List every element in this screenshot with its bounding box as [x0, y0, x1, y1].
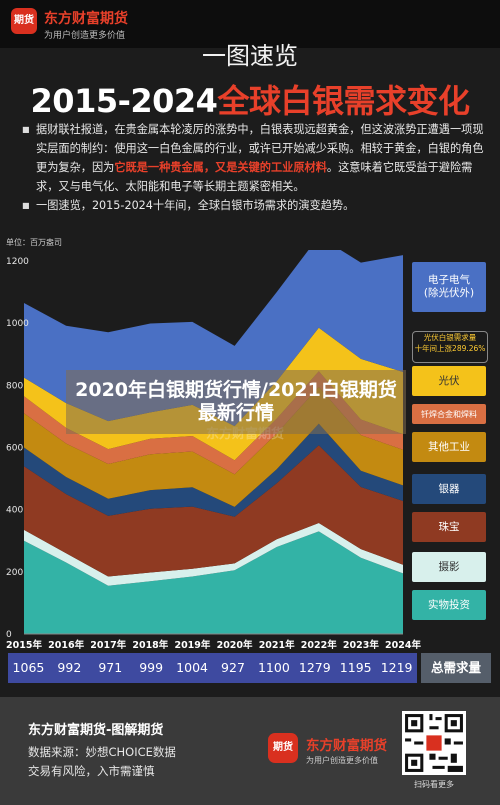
footer-logo: 期货 [268, 733, 298, 763]
brand-slogan: 为用户创造更多价值 [44, 31, 126, 41]
area-series-3 [24, 423, 403, 517]
subtitle-years: 2015-2024 [30, 82, 218, 120]
totals-row: 1065 992 971 999 1004 927 1100 1279 1195 1219 [8, 653, 417, 683]
callout-line2: 十年间上涨289.26% [414, 344, 486, 353]
brand-logo: 期货 [11, 8, 37, 34]
footer-slogan: 为用户创造更多价值 [306, 756, 378, 765]
y-tick-label: 0 [6, 630, 12, 640]
area-series-2 [24, 445, 403, 577]
total-value: 999 [139, 660, 164, 675]
legend-item: 珠宝 [412, 512, 486, 542]
y-tick-label: 800 [6, 381, 23, 391]
total-value: 1065 [12, 660, 45, 675]
total-value: 1195 [339, 660, 372, 675]
y-tick-label: 600 [6, 444, 23, 454]
x-tick-label: 2018年 [132, 639, 168, 651]
totals-label: 总需求量 [421, 653, 491, 683]
page-title: 一图速览 [202, 42, 298, 70]
x-tick-label: 2019年 [174, 639, 210, 651]
x-axis: 2015年 2016年 2017年 2018年 2019年 2020年 2021年 2022年… [6, 639, 421, 651]
subtitle-topic: 全球白银需求变化 [217, 82, 470, 120]
data-source: 数据来源：妙想CHOICE数据 [28, 745, 176, 759]
overlay-banner: 2020年白银期货行情/2021白银期货最新行情 [66, 370, 406, 434]
risk-warning: 交易有风险，入市需谨慎 [28, 764, 155, 778]
y-tick-label: 200 [6, 568, 23, 578]
y-tick-label: 1000 [6, 319, 29, 329]
total-value: 927 [221, 660, 245, 675]
x-tick-label: 2020年 [217, 639, 253, 651]
x-tick-label: 2024年 [385, 639, 421, 651]
legend-item: 实物投资 [412, 590, 486, 620]
callout-line1: 光伏白银需求量 [423, 333, 477, 342]
brand-name: 东方财富期货 [44, 11, 128, 27]
intro-text: 据财联社报道，在贵金属本轮凌厉的涨势中，白银表现远超黄金，但这波涨势正遭遇一项现… [22, 120, 486, 215]
y-tick-label: 1200 [6, 257, 29, 267]
legend-item: 摄影 [412, 552, 486, 582]
legend-item: 银器 [412, 474, 486, 504]
page-subtitle: 2015-2024全球白银需求变化 [0, 76, 500, 122]
legend-item: 光伏 [412, 366, 486, 396]
total-value: 992 [57, 660, 82, 675]
y-axis: 0 200 400 600 800 1000 1200 [6, 257, 403, 640]
chart-areas [24, 250, 403, 634]
y-tick-label: 400 [6, 506, 23, 516]
total-value: 1279 [298, 660, 331, 675]
x-tick-label: 2017年 [90, 639, 126, 651]
header-bar: 期货 东方财富期货 为用户创造更多价值 [0, 0, 500, 48]
legend-item: 其他工业 [412, 432, 486, 462]
x-tick-label: 2015年 [6, 639, 42, 651]
area-series-1 [24, 523, 403, 586]
unit-label: 单位：百万盎司 [6, 238, 62, 247]
total-value: 1004 [176, 660, 208, 675]
x-tick-label: 2016年 [48, 639, 84, 651]
pv-callout: 光伏白银需求量 十年间上涨289.26% [412, 331, 488, 363]
footer-brand: 东方财富期货 [306, 738, 387, 754]
total-value: 1219 [380, 660, 413, 675]
footer: 东方财富期货-图解期货 数据来源：妙想CHOICE数据 交易有风险，入市需谨慎 … [0, 697, 500, 805]
bullet-1: 据财联社报道，在贵金属本轮凌厉的涨势中，白银表现远超黄金，但这波涨势正遭遇一项现… [22, 120, 486, 196]
area-series-0 [24, 531, 403, 634]
legend-item: 电子电气 (除光伏外) [412, 262, 486, 312]
legend-item: 钎焊合金和焊料 [412, 404, 486, 424]
qr-code-icon[interactable] [402, 711, 466, 775]
bullet-2: 一图速览，2015-2024十年间，全球白银市场需求的演变趋势。 [22, 196, 486, 215]
footer-title: 东方财富期货-图解期货 [28, 723, 164, 738]
x-tick-label: 2021年 [259, 639, 295, 651]
highlight-text: 它既是一种贵金属，又是关键的工业原材料 [114, 161, 327, 174]
total-value: 1100 [257, 660, 290, 675]
x-tick-label: 2022年 [301, 639, 337, 651]
qr-caption: 扫码看更多 [414, 780, 454, 789]
x-tick-label: 2023年 [343, 639, 379, 651]
total-value: 971 [98, 660, 123, 675]
